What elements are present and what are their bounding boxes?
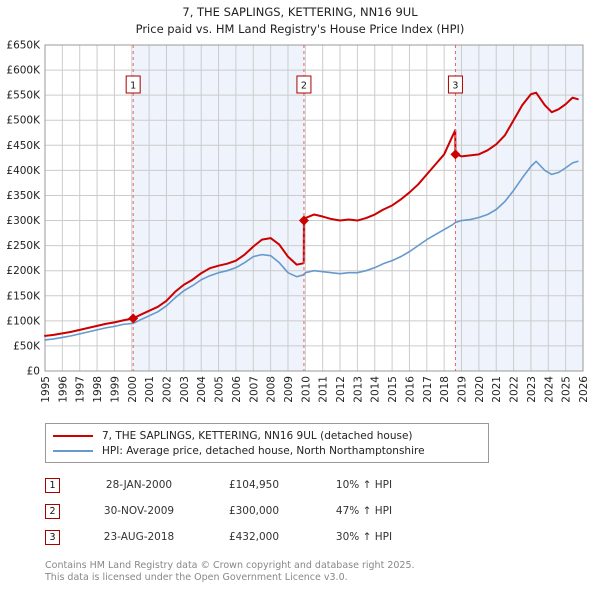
y-axis-tick-label: £200K (6, 265, 41, 277)
x-axis-tick-label: 2013 (352, 376, 364, 403)
legend-item-price: 7, THE SAPLINGS, KETTERING, NN16 9UL (de… (53, 428, 481, 443)
x-axis-tick-label: 2008 (266, 376, 278, 403)
y-axis-tick-label: £350K (6, 190, 41, 202)
x-axis-tick-label: 1995 (40, 376, 52, 403)
transaction-price: £432,000 (228, 531, 280, 543)
transaction-date: 30-NOV-2009 (103, 505, 175, 517)
x-axis-tick-label: 2026 (578, 376, 590, 403)
transaction-price: £300,000 (228, 505, 280, 517)
x-axis-tick-label: 2000 (127, 376, 139, 403)
transaction-marker-box[interactable] (125, 75, 141, 94)
transaction-index-badge: 2 (45, 503, 60, 519)
x-axis-tick-label: 2005 (214, 376, 226, 403)
x-axis-tick-label: 2022 (509, 376, 521, 403)
x-axis-tick-label: 2010 (300, 376, 312, 403)
transaction-hpi-delta: 10% ↑ HPI (335, 479, 393, 491)
x-axis-tick-label: 2023 (526, 376, 538, 403)
footer-line-1: Contains HM Land Registry data © Crown c… (45, 560, 415, 571)
transaction-date: 23-AUG-2018 (103, 531, 175, 543)
title-line-1: 7, THE SAPLINGS, KETTERING, NN16 9UL (182, 5, 418, 19)
footer-line-2: This data is licensed under the Open Gov… (45, 571, 348, 583)
x-axis-tick-label: 2017 (422, 376, 434, 403)
table-row: 2 30-NOV-2009 £300,000 47% ↑ HPI (45, 498, 515, 524)
y-axis-tick-label: £650K (6, 40, 41, 52)
chart-svg: £0 £50K £100K £150K £200K £250K £300K £350K £400… (6, 40, 590, 403)
transaction-hpi-delta: 30% ↑ HPI (335, 531, 393, 543)
x-axis-tick-label: 2011 (318, 376, 330, 403)
table-row: 1 28-JAN-2000 £104,950 10% ↑ HPI (45, 472, 515, 498)
x-axis-tick-label: 2021 (491, 376, 503, 403)
x-axis-tick-label: 2002 (161, 376, 173, 403)
x-axis-tick-label: 2003 (179, 376, 191, 403)
x-axis-tick-label: 2001 (144, 376, 156, 403)
transaction-marker-point[interactable] (298, 215, 309, 226)
legend-swatch-price (53, 434, 93, 437)
footer-attribution: Contains HM Land Registry data © Crown c… (45, 560, 565, 583)
ownership-shading (455, 45, 583, 371)
x-axis-tick-label: 2019 (457, 376, 469, 403)
transaction-marker-label: 3 (452, 81, 458, 92)
y-axis-tick-label: £150K (6, 290, 41, 302)
x-axis-tick-label: 2004 (196, 376, 208, 403)
x-axis-tick-label: 2018 (439, 376, 451, 403)
y-axis-tick-label: £250K (6, 240, 41, 252)
y-axis-tick-label: £500K (6, 115, 41, 127)
price-paid-line (44, 91, 579, 337)
y-axis-tick-label: £300K (6, 215, 41, 227)
transaction-marker-point[interactable] (450, 149, 461, 160)
table-row: 3 23-AUG-2018 £432,000 30% ↑ HPI (45, 524, 515, 550)
x-axis-tick-label: 2015 (387, 376, 399, 403)
x-axis-tick-label: 2009 (283, 376, 295, 403)
transaction-price: £104,950 (228, 479, 280, 491)
y-axis-tick-label: £100K (6, 315, 41, 327)
plot-frame (44, 44, 584, 372)
x-axis-tick-label: 1999 (109, 376, 121, 403)
y-axis-tick-label: £0 (27, 366, 40, 378)
y-axis-tick-label: £450K (6, 140, 41, 152)
y-axis-tick-label: £550K (6, 90, 41, 102)
transaction-marker-label: 1 (130, 81, 136, 92)
x-axis-tick-label: 1998 (92, 376, 104, 403)
y-axis-tick-label: £600K (6, 65, 41, 77)
x-axis-tick-label: 2024 (543, 376, 555, 403)
legend-label-price: 7, THE SAPLINGS, KETTERING, NN16 9UL (de… (102, 429, 413, 442)
y-axis-tick-label: £50K (13, 340, 41, 352)
x-axis-tick-label: 2016 (404, 376, 416, 403)
chart-legend: 7, THE SAPLINGS, KETTERING, NN16 9UL (de… (45, 423, 489, 463)
x-axis-tick-label: 2020 (474, 376, 486, 403)
transaction-marker-point[interactable] (128, 313, 139, 324)
transaction-hpi-delta: 47% ↑ HPI (335, 505, 393, 517)
transaction-marker-label: 2 (301, 81, 307, 92)
transaction-index-badge: 3 (45, 529, 60, 545)
legend-swatch-hpi (53, 449, 93, 452)
x-axis-tick-label: 2007 (248, 376, 260, 403)
x-axis-tick-label: 2025 (561, 376, 573, 403)
x-axis-tick-label: 2006 (231, 376, 243, 403)
title-line-2: Price paid vs. HM Land Registry's House … (135, 22, 465, 36)
x-axis-tick-label: 2012 (335, 376, 347, 403)
y-axis-tick-label: £400K (6, 165, 41, 177)
x-axis-tick-label: 2014 (370, 376, 382, 403)
transactions-table: 1 28-JAN-2000 £104,950 10% ↑ HPI 2 30-NOV-200… (45, 472, 515, 550)
transaction-date: 28-JAN-2000 (105, 479, 173, 491)
x-axis-tick-label: 1996 (57, 376, 69, 403)
x-axis-tick-label: 1997 (75, 376, 87, 403)
transaction-marker-box[interactable] (447, 75, 463, 94)
price-history-chart: £0 £50K £100K £150K £200K £250K £300K £350K £400… (6, 40, 590, 403)
page-title: 7, THE SAPLINGS, KETTERING, NN16 9UL Pri… (0, 4, 600, 38)
transaction-marker-box[interactable] (296, 75, 312, 94)
legend-item-hpi: HPI: Average price, detached house, Nort… (53, 443, 481, 458)
hpi-line (44, 160, 579, 341)
transaction-index-badge: 1 (45, 477, 60, 493)
legend-label-hpi: HPI: Average price, detached house, Nort… (102, 444, 425, 457)
